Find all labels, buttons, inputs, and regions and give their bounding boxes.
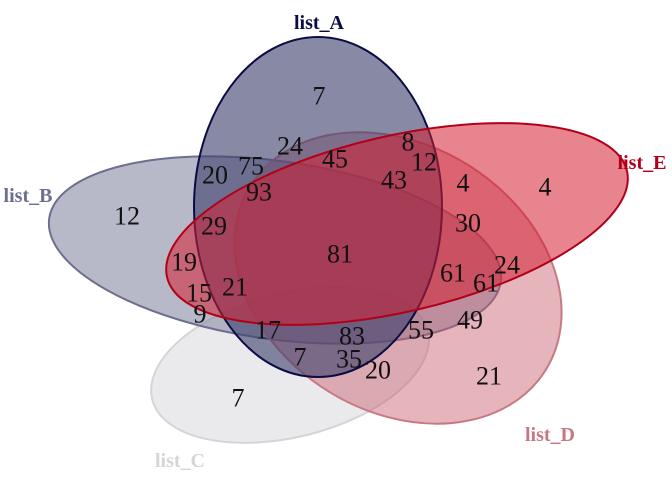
set-label-list-b: list_B <box>4 185 53 207</box>
count-region: 45 <box>322 145 348 174</box>
count-region: 24 <box>494 251 520 280</box>
count-center: 81 <box>327 240 353 269</box>
count-region: 61 <box>440 259 466 288</box>
count-region: 4 <box>457 169 470 198</box>
count-region: 20 <box>365 356 391 385</box>
count-region: 93 <box>246 178 272 207</box>
count-region: 55 <box>408 316 434 345</box>
count-region: 8 <box>402 128 415 157</box>
count-region: 21 <box>222 273 248 302</box>
count-region: 75 <box>238 152 264 181</box>
count-region: 12 <box>411 148 437 177</box>
count-region: 43 <box>381 166 407 195</box>
count-c-only: 7 <box>232 384 245 413</box>
count-region: 7 <box>294 343 307 372</box>
count-region: 19 <box>171 248 197 277</box>
count-region: 17 <box>255 316 281 345</box>
count-region: 30 <box>455 209 481 238</box>
set-label-list-c: list_C <box>155 450 205 472</box>
count-region: 29 <box>201 212 227 241</box>
count-region: 35 <box>336 345 362 374</box>
count-a-only: 7 <box>313 82 326 111</box>
set-label-list-e: list_E <box>618 152 667 174</box>
set-label-list-a: list_A <box>294 12 345 34</box>
count-region: 83 <box>339 322 365 351</box>
count-region: 20 <box>202 161 228 190</box>
count-region: 9 <box>194 300 207 329</box>
set-label-list-d: list_D <box>525 424 575 446</box>
set-e-ellipse <box>165 122 629 326</box>
count-region: 49 <box>457 306 483 335</box>
count-e-only: 4 <box>539 173 552 202</box>
count-d-only: 21 <box>476 362 502 391</box>
count-b-only: 12 <box>114 202 140 231</box>
count-region: 15 <box>186 279 212 308</box>
count-region: 61 <box>473 269 499 298</box>
count-region: 24 <box>277 132 303 161</box>
